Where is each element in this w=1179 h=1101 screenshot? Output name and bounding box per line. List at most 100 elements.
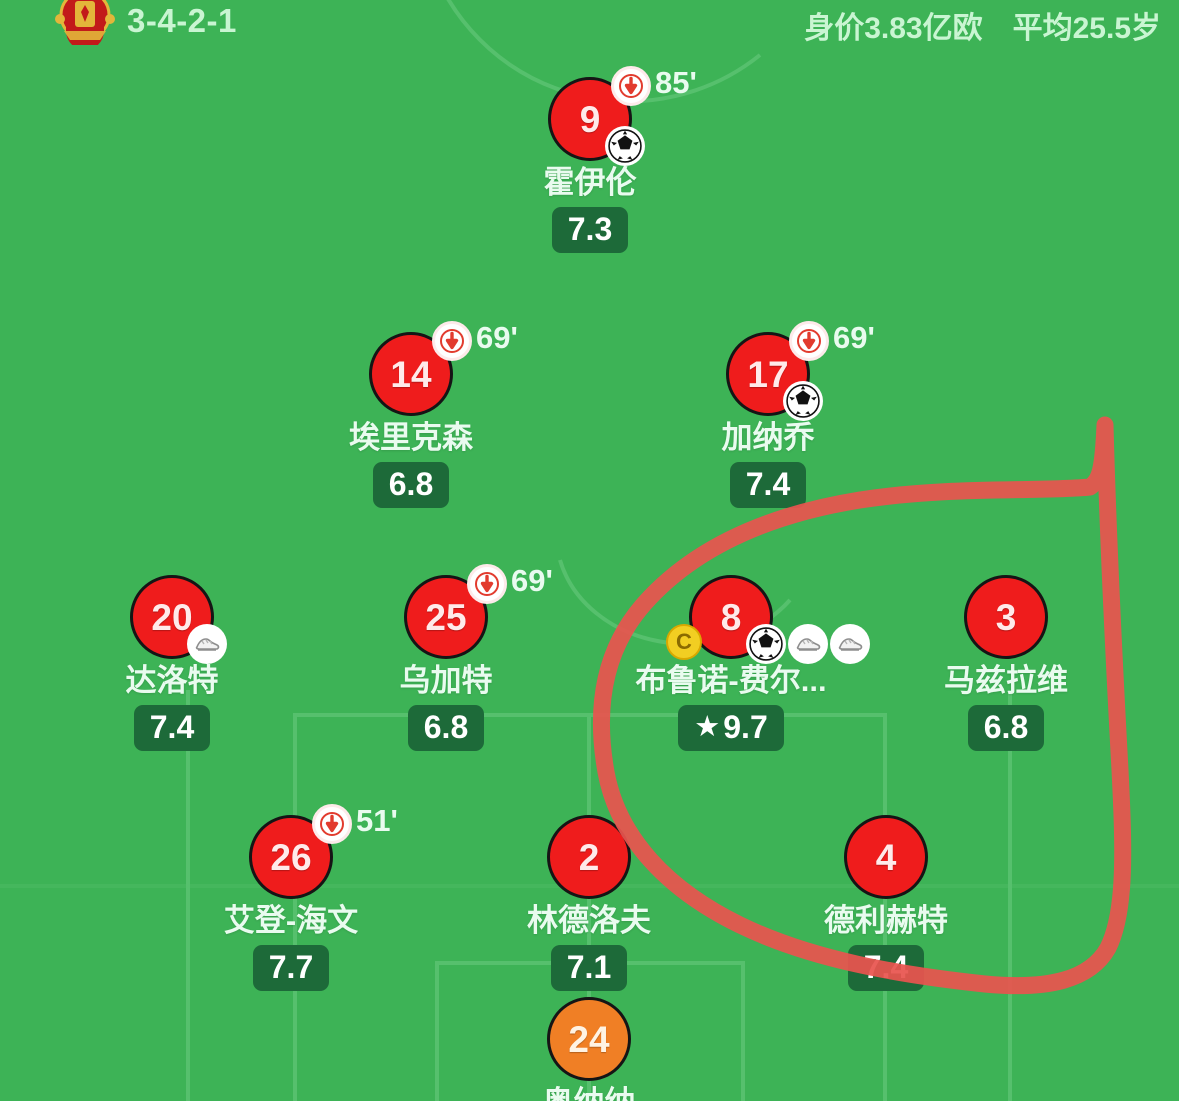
player-name: 德利赫特 — [824, 903, 948, 938]
player-shirt-disc[interactable]: 9 85' — [548, 65, 697, 166]
player-shirt-disc[interactable]: 20 — [130, 575, 227, 664]
manchester-united-crest-icon — [55, 0, 115, 45]
player-disc-row: 2 — [474, 808, 704, 906]
player-rating: 6.8 — [407, 705, 485, 751]
player-disc-row: 3 — [891, 568, 1121, 666]
assist-boot-icon — [788, 624, 828, 664]
player-shirt-disc[interactable]: 3 — [964, 575, 1048, 659]
player-disc-row: 25 69' — [331, 563, 561, 666]
player-disc-row: 26 51' — [176, 803, 406, 906]
substitution-down-arrow-icon — [432, 321, 472, 361]
player-name: 奥纳纳 — [474, 1085, 704, 1101]
player-number: 8 — [720, 596, 742, 638]
player-24[interactable]: 24 奥纳纳 — [474, 990, 704, 1101]
player-26[interactable]: 26 51' 艾登-海文 7.7 — [176, 803, 406, 991]
squad-value-label: 身价3.83亿欧 — [804, 12, 983, 45]
player-rating-value: 7.1 — [566, 949, 612, 986]
player-rating: 7.4 — [847, 945, 925, 991]
player-shirt-disc[interactable]: 4 — [844, 815, 928, 899]
player-shirt-disc[interactable]: 24 — [547, 997, 631, 1081]
captain-badge: C — [666, 624, 702, 660]
player-rating-value: 7.4 — [149, 709, 195, 746]
player-rating: 7.4 — [729, 462, 807, 508]
player-disc-row: 9 85' — [475, 65, 705, 168]
player-event-icons — [605, 126, 645, 166]
player-14[interactable]: 14 69' 埃里克森 6.8 — [296, 320, 526, 508]
player-name: 达洛特 — [125, 663, 219, 698]
player-number: 3 — [995, 596, 1017, 638]
player-shirt-disc[interactable]: 17 69' — [726, 320, 875, 421]
player-number: 2 — [578, 836, 600, 878]
player-rating-value: 6.8 — [423, 709, 469, 746]
player-rating: 7.3 — [551, 207, 629, 253]
player-disc-row: 20 — [57, 568, 287, 666]
substitution-down-arrow-icon — [467, 564, 507, 604]
motm-star-icon: ★ — [694, 711, 721, 744]
player-17[interactable]: 17 69' 加纳乔 7.4 — [653, 320, 883, 508]
player-disc-row: 17 69' — [653, 320, 883, 423]
average-age-label: 平均25.5岁 — [1012, 12, 1161, 45]
player-disc-row: 14 69' — [296, 320, 526, 423]
player-name: 艾登-海文 — [223, 903, 359, 938]
player-4[interactable]: 4 德利赫特 7.4 — [771, 808, 1001, 991]
soccer-ball-icon — [746, 624, 786, 664]
assist-boot-icon — [187, 624, 227, 664]
player-name: 布鲁诺-费尔... — [635, 663, 827, 698]
sub-off-minute: 69' — [511, 563, 553, 598]
assist-boot-icon — [830, 624, 870, 664]
player-rating-value: 9.7 — [723, 709, 768, 746]
player-2[interactable]: 2 林德洛夫 7.1 — [474, 808, 704, 991]
player-rating-value: 7.4 — [863, 949, 909, 986]
player-shirt-disc[interactable]: 14 69' — [369, 320, 518, 416]
formation-label: 3-4-2-1 — [127, 2, 237, 39]
player-number: 14 — [390, 353, 432, 395]
player-name: 霍伊伦 — [543, 165, 637, 200]
player-name: 马兹拉维 — [944, 663, 1068, 698]
sub-off-minute: 69' — [476, 320, 518, 355]
player-rating: ★ 9.7 — [678, 705, 784, 751]
player-shirt-disc[interactable]: 26 51' — [249, 803, 398, 899]
player-number: 17 — [747, 353, 789, 395]
header-stats: 身价3.83亿欧 平均25.5岁 — [804, 3, 1161, 47]
player-rating-value: 6.8 — [983, 709, 1029, 746]
player-disc-row: 24 — [474, 990, 704, 1088]
player-name: 埃里克森 — [349, 420, 473, 455]
sub-off-minute: 69' — [833, 320, 875, 355]
player-shirt-disc[interactable]: 2 — [547, 815, 631, 899]
sub-off-minute: 51' — [356, 803, 398, 838]
player-number: 9 — [579, 98, 601, 140]
player-event-icons — [783, 381, 823, 421]
player-3[interactable]: 3 马兹拉维 6.8 — [891, 568, 1121, 751]
player-rating-value: 7.3 — [567, 211, 613, 248]
player-number: 25 — [425, 596, 467, 638]
player-number: 24 — [568, 1018, 610, 1060]
player-rating: 7.7 — [252, 945, 330, 991]
player-rating: 6.8 — [372, 462, 450, 508]
player-rating-value: 7.7 — [268, 949, 314, 986]
player-number: 4 — [875, 836, 897, 878]
player-rating-value: 6.8 — [388, 466, 434, 503]
soccer-ball-icon — [605, 126, 645, 166]
substitution-down-arrow-icon — [611, 66, 651, 106]
player-rating-value: 7.4 — [745, 466, 791, 503]
player-rating: 6.8 — [967, 705, 1045, 751]
player-25[interactable]: 25 69' 乌加特 6.8 — [331, 563, 561, 751]
substitution-down-arrow-icon — [312, 804, 352, 844]
player-number: 20 — [151, 596, 193, 638]
player-event-icons — [746, 624, 870, 664]
player-event-icons — [187, 624, 227, 664]
player-name: 林德洛夫 — [527, 903, 651, 938]
player-disc-row: 4 — [771, 808, 1001, 906]
player-number: 26 — [270, 836, 312, 878]
player-shirt-disc[interactable]: 25 69' — [404, 563, 553, 659]
sub-off-minute: 85' — [655, 65, 697, 100]
player-8[interactable]: 8 C 布鲁诺-费尔... ★ 9.7 — [616, 568, 870, 751]
player-20[interactable]: 20 达洛特 7.4 — [57, 568, 287, 751]
player-9[interactable]: 9 85' 霍伊伦 7.3 — [475, 65, 705, 253]
soccer-ball-icon — [783, 381, 823, 421]
player-name: 加纳乔 — [721, 420, 815, 455]
player-rating: 7.4 — [133, 705, 211, 751]
